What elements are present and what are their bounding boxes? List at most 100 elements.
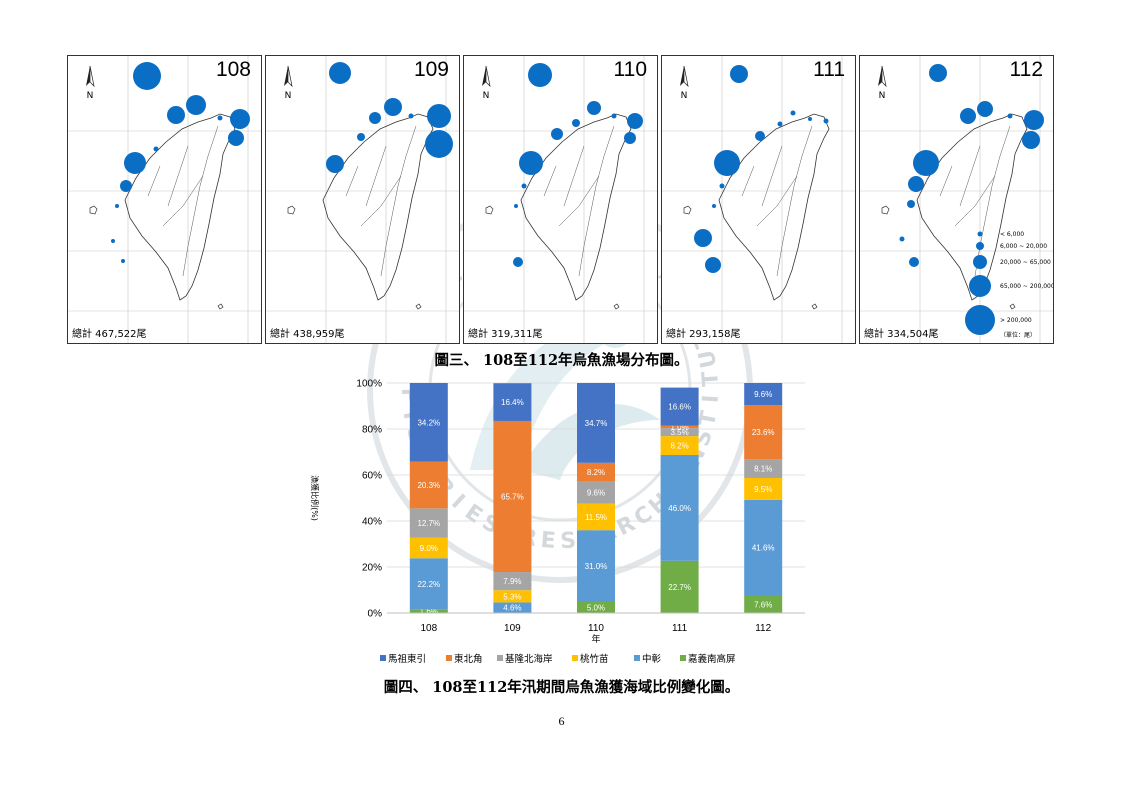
north-label: N [879,91,886,101]
bar-segment [409,383,448,462]
y-tick-label: 80% [362,425,382,436]
catch-bubble [907,200,915,208]
taiwan-outline [916,113,1028,301]
bar-segment [660,454,699,561]
catch-bubble [712,204,716,208]
taiwan-outline [718,113,830,301]
map-total-label: 總計 319,311尾 [468,329,543,340]
catch-bubble [777,121,783,127]
catch-bubble [908,176,924,192]
bar-segment [409,461,448,509]
catch-bubble [899,236,905,242]
map-total-label: 總計 467,522尾 [72,329,147,340]
data-label: 34.7% [585,419,608,428]
map-graphic: N [662,56,855,343]
map-panel-111: N 111 總計 293,158尾 [661,55,856,344]
catch-bubble [133,62,161,90]
x-axis-label: 年 [591,633,600,645]
bar-segment [744,595,783,613]
figure-4-caption: 圖四、 108至112年汛期間烏魚漁獲海域比例變化圖。 [383,679,740,696]
map-total-label: 總計 334,504尾 [864,329,939,340]
bar-segment [493,383,532,421]
bar-segment [577,503,615,531]
county-borders [147,125,219,277]
taiwan-outline [520,113,632,301]
data-label: 22.2% [417,580,440,589]
legend-label: 6,000 ~ 20,000 [1000,243,1047,250]
legend-item: 東北角 [454,653,483,665]
data-label: 34.2% [417,418,440,427]
figure-3-caption: 圖三、 108至112年烏魚漁場分布圖。 [434,352,689,369]
catch-bubble [624,132,636,144]
legend-swatch [572,655,578,661]
data-label: 8.1% [754,465,772,474]
county-borders [345,125,417,277]
y-axis-label: 漁獲比例(%) [310,475,320,521]
catch-bubble [572,119,580,127]
catch-bubble [913,150,939,176]
bar-segment [577,601,615,613]
offshore-island [811,303,818,310]
map-graphic: N < 6,000 6,000 ~ 20,000 20,000 ~ 65,000 65,… [860,56,1053,343]
bar-segment [577,462,615,482]
legend-item: 桃竹苗 [580,653,609,665]
offshore-island [1009,303,1016,310]
catch-bubble [929,64,947,82]
map-year-label: 112 [1009,58,1043,81]
north-label: N [87,91,94,101]
data-label: 7.9% [503,577,521,586]
legend-bubble [973,255,987,269]
bar-segment [744,499,783,596]
legend-bubble [965,305,995,335]
y-tick-label: 100% [356,379,382,390]
north-arrow-icon [683,65,689,88]
bar-segment [493,590,532,603]
north-arrow-icon [680,66,684,86]
bar-segment [409,558,448,610]
offshore-island [415,303,422,310]
legend-label: < 6,000 [1000,231,1024,238]
north-label: N [285,91,292,101]
catch-bubble [694,229,712,247]
bar-segment [744,405,783,460]
north-label: N [483,91,490,101]
x-tick-label: 109 [504,623,521,634]
bar-segment [577,383,615,463]
map-total-label: 總計 293,158尾 [666,329,741,340]
catch-bubble [705,257,721,273]
north-arrow-icon [284,66,288,86]
offshore-island [217,303,224,310]
legend-label: > 200,000 [1000,317,1032,324]
catch-bubble [228,130,244,146]
data-label: 12.7% [417,519,440,528]
legend-swatch [497,655,503,661]
catch-bubble [1024,110,1044,130]
penghu-islands [881,205,890,215]
legend-item: 嘉義南高屏 [688,653,736,665]
y-tick-label: 40% [362,517,382,528]
data-label: 9.5% [754,485,772,494]
catch-bubble [124,152,146,174]
catch-bubble [425,130,453,158]
map-graphic: N [68,56,261,343]
x-tick-label: 110 [588,623,604,634]
north-label: N [681,91,688,101]
bar-segment [409,609,448,613]
catch-bubble [384,98,402,116]
legend-bubble [977,231,983,237]
catch-bubble [521,183,527,189]
catch-bubble [329,62,351,84]
data-label: 22.7% [668,583,691,592]
bar-segment [493,602,532,613]
catch-bubble [369,112,381,124]
north-arrow-icon [482,66,486,86]
data-label: 46.0% [668,504,691,513]
map-year-label: 108 [215,58,251,81]
catch-proportion-chart: 0% 20% 40% 60% 80% 100% 漁獲比例(%) 1.6% 22.2% 9.0% 12… [310,379,805,665]
catch-bubble [977,101,993,117]
data-label: 31.0% [585,562,608,571]
map-year-label: 110 [613,58,647,81]
x-tick-label: 112 [755,623,771,634]
y-tick-label: 60% [362,471,382,482]
data-label: 8.2% [670,442,688,451]
